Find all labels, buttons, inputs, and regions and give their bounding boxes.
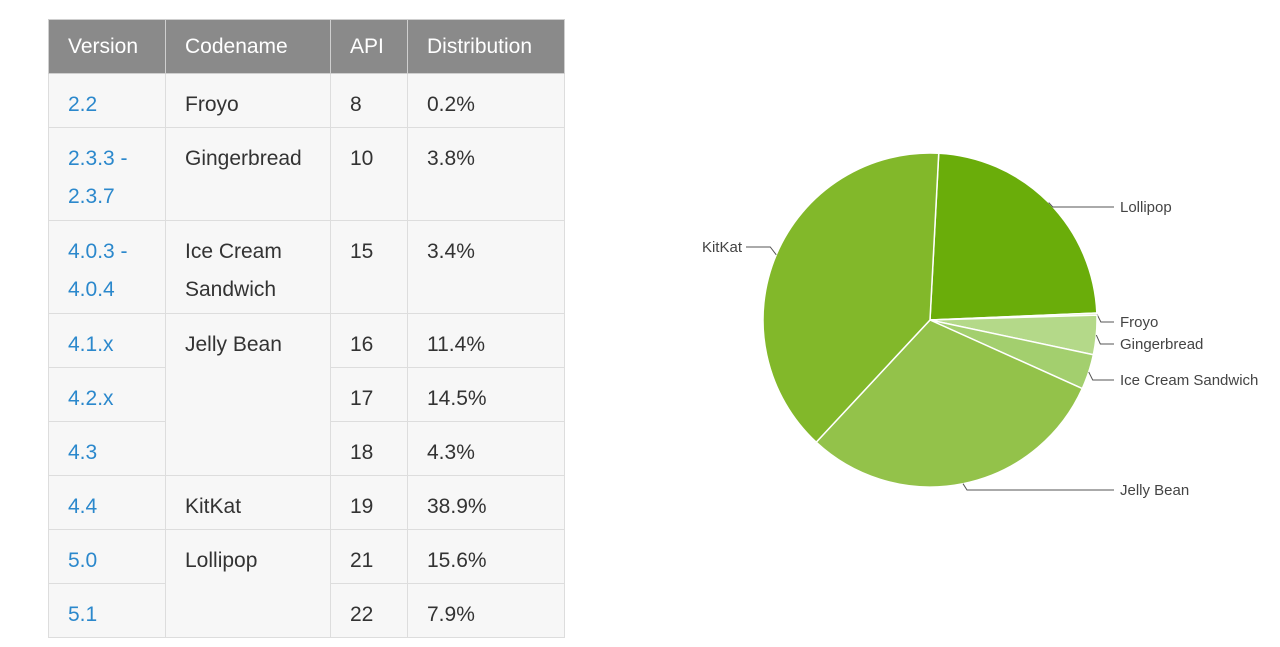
pie-chart: Lollipop Froyo Gingerbread Ice Cream Sandwi… [702, 152, 1258, 499]
table-row: 5.1 22 7.9% [48, 583, 565, 638]
version-link[interactable]: 4.1.x [48, 313, 166, 368]
api-cell: 10 [330, 127, 408, 221]
api-cell: 15 [330, 220, 408, 314]
distribution-cell: 11.4% [407, 313, 565, 368]
table-row: 2.3.3 - 2.3.7 Gingerbread 10 3.8% [48, 127, 565, 221]
table-row: 4.3 18 4.3% [48, 421, 565, 476]
header-codename: Codename [165, 19, 331, 74]
table-row: 4.1.x Jelly Bean 16 11.4% [48, 313, 565, 476]
leader-line [1088, 371, 1114, 381]
version-link[interactable]: 5.0 [48, 529, 166, 584]
leader-line [1048, 202, 1114, 208]
table-row: 4.4 KitKat 19 38.9% [48, 475, 565, 530]
slice-label: Jelly Bean [1120, 482, 1189, 499]
distribution-cell: 3.4% [407, 220, 565, 314]
distribution-cell: 4.3% [407, 421, 565, 476]
version-link[interactable]: 2.3.3 - 2.3.7 [48, 127, 166, 221]
distribution-cell: 14.5% [407, 367, 565, 422]
api-cell: 16 [330, 313, 408, 368]
codename-cell: Ice Cream Sandwich [165, 220, 331, 314]
leader-line [1095, 334, 1114, 345]
table-row: 4.0.3 - 4.0.4 Ice Cream Sandwich 15 3.4% [48, 220, 565, 314]
table-row: 5.0 Lollipop 21 15.6% [48, 529, 565, 638]
pie-slice-kitkat [762, 152, 940, 444]
api-cell: 8 [330, 73, 408, 128]
distribution-cell: 7.9% [407, 583, 565, 638]
codename-cell: Jelly Bean [165, 313, 331, 476]
version-link[interactable]: 2.2 [48, 73, 166, 128]
pie-slice-lollipop [929, 152, 1098, 321]
slice-label: Gingerbread [1120, 336, 1203, 353]
api-cell: 22 [330, 583, 408, 638]
header-version: Version [48, 19, 166, 74]
distribution-cell: 0.2% [407, 73, 565, 128]
header-api: API [330, 19, 408, 74]
table-row: 2.2 Froyo 8 0.2% [48, 73, 565, 128]
version-link[interactable]: 4.3 [48, 421, 166, 476]
codename-cell: Gingerbread [165, 127, 331, 221]
slice-label: Lollipop [1120, 199, 1172, 216]
version-link[interactable]: 4.0.3 - 4.0.4 [48, 220, 166, 314]
distribution-cell: 38.9% [407, 475, 565, 530]
api-cell: 19 [330, 475, 408, 530]
slice-label: KitKat [702, 239, 743, 256]
slice-label: Ice Cream Sandwich [1120, 372, 1258, 389]
distribution-cell: 15.6% [407, 529, 565, 584]
leader-line [962, 483, 1114, 491]
table-row: 4.2.x 17 14.5% [48, 367, 565, 422]
codename-cell: Lollipop [165, 529, 331, 638]
distribution-cell: 3.8% [407, 127, 565, 221]
table-header-row: Version Codename API Distribution [48, 19, 565, 74]
slice-label: Froyo [1120, 314, 1158, 331]
version-link[interactable]: 4.4 [48, 475, 166, 530]
api-cell: 17 [330, 367, 408, 422]
pie-slice-jelly-bean [815, 319, 1084, 488]
codename-cell: KitKat [165, 475, 331, 530]
header-distribution: Distribution [407, 19, 565, 74]
codename-cell: Froyo [165, 73, 331, 128]
leader-line [1096, 313, 1114, 323]
version-link[interactable]: 4.2.x [48, 367, 166, 422]
api-cell: 18 [330, 421, 408, 476]
distribution-table: Version Codename API Distribution 2.2 Fr… [48, 19, 565, 638]
leader-line [746, 246, 777, 256]
version-link[interactable]: 5.1 [48, 583, 166, 638]
api-cell: 21 [330, 529, 408, 584]
